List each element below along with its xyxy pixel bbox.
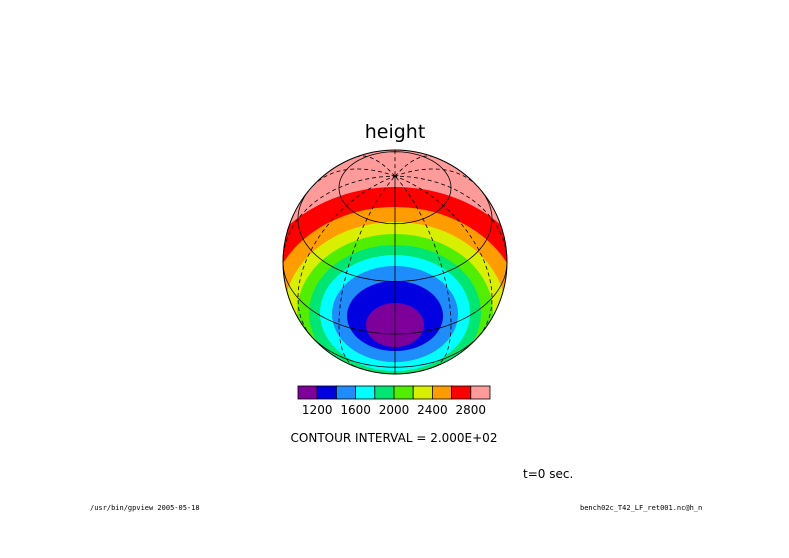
longitude-line [312, 168, 396, 187]
color-scale-swatch [431, 385, 452, 400]
color-scale-swatch [393, 385, 414, 400]
plot-title: height [365, 121, 426, 143]
color-scale-swatch [412, 385, 433, 400]
time-label: t=0 sec. [523, 467, 573, 481]
footer-left-text: /usr/bin/gpview 2005-05-18 [90, 504, 200, 512]
color-scale-tick-label: 2800 [456, 403, 487, 417]
color-scale-swatch [355, 385, 376, 400]
color-scale-tick-label: 2000 [379, 403, 410, 417]
color-scale-swatch [451, 385, 472, 400]
longitude-line [394, 155, 435, 177]
longitude-line [394, 175, 493, 337]
color-scale-swatch [297, 385, 318, 400]
color-scale-tick-label: 2400 [417, 403, 448, 417]
longitude-line [283, 175, 396, 263]
longitude-line [394, 175, 452, 367]
contour-interval-label: CONTOUR INTERVAL = 2.000E+02 [291, 431, 498, 445]
color-scale-swatch [316, 385, 337, 400]
color-scale-tick-label: 1200 [302, 403, 333, 417]
longitude-line [297, 175, 396, 337]
globe-outline [282, 149, 508, 375]
color-scale-swatch [335, 385, 356, 400]
color-scale-swatch [470, 385, 491, 400]
longitude-line [394, 168, 478, 187]
color-scale-swatch [374, 385, 395, 400]
color-scale-tick-label: 1600 [340, 403, 371, 417]
longitude-line [355, 155, 396, 177]
footer-right-text: bench02c_T42_LF_ret001.nc@h_n [580, 504, 702, 512]
color-scale-bar: 1200 1600 2000 2400 2800 [297, 385, 491, 417]
longitude-line [338, 175, 396, 367]
longitude-line [394, 175, 507, 263]
